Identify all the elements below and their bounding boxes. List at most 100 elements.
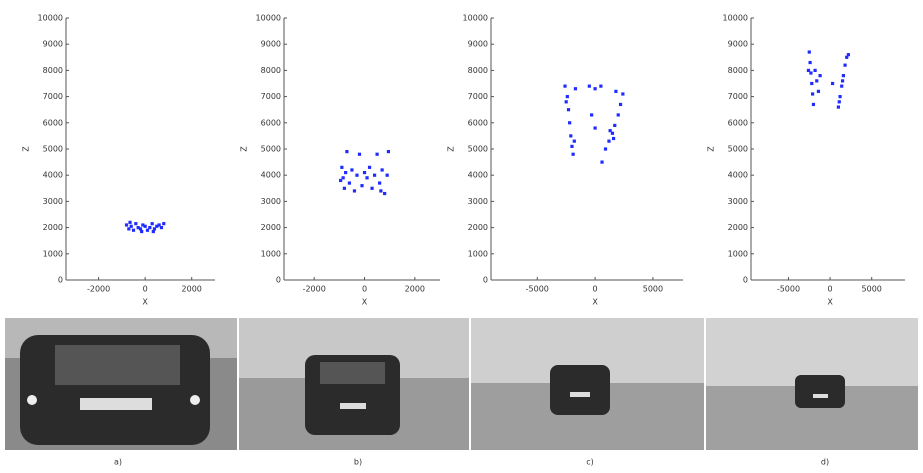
- y-tick-label: 0: [743, 276, 748, 285]
- point: [807, 69, 810, 72]
- point: [570, 145, 573, 148]
- point: [360, 184, 363, 187]
- point: [350, 168, 353, 171]
- y-tick-label: 9000: [468, 40, 488, 49]
- y-tick-label: 2000: [468, 223, 488, 232]
- y-tick-label: 6000: [728, 118, 748, 127]
- point: [152, 230, 155, 233]
- point: [563, 85, 566, 88]
- y-axis-label: Z: [22, 146, 31, 152]
- point: [573, 140, 576, 143]
- point: [358, 153, 361, 156]
- point: [840, 85, 843, 88]
- x-axis-label: X: [592, 298, 598, 307]
- point: [815, 79, 818, 82]
- y-tick-label: 1000: [468, 249, 488, 258]
- point: [808, 50, 811, 53]
- y-tick-label: 10000: [463, 14, 488, 23]
- x-tick-label: 0: [593, 285, 598, 294]
- point: [355, 174, 358, 177]
- point: [568, 121, 571, 124]
- point: [353, 189, 356, 192]
- point: [373, 174, 376, 177]
- y-tick-label: 7000: [43, 92, 63, 101]
- y-tick-label: 3000: [43, 197, 63, 206]
- point: [363, 171, 366, 174]
- y-tick-label: 3000: [728, 197, 748, 206]
- x-axis-label: X: [142, 298, 148, 307]
- point: [838, 95, 841, 98]
- y-tick-label: 2000: [728, 223, 748, 232]
- point: [344, 171, 347, 174]
- y-tick-label: 5000: [43, 145, 63, 154]
- y-tick-label: 6000: [43, 118, 63, 127]
- y-tick-label: 4000: [728, 171, 748, 180]
- y-axis-label: Z: [707, 146, 716, 152]
- point: [812, 103, 815, 106]
- y-tick-label: 10000: [723, 14, 748, 23]
- x-tick-label: -5000: [526, 285, 549, 294]
- x-tick-label: 2000: [182, 285, 202, 294]
- point: [340, 166, 343, 169]
- point: [810, 82, 813, 85]
- y-tick-label: 7000: [468, 92, 488, 101]
- y-tick-label: 7000: [728, 92, 748, 101]
- y-tick-label: 9000: [43, 40, 63, 49]
- point: [613, 124, 616, 127]
- y-tick-label: 4000: [261, 171, 281, 180]
- y-tick-label: 3000: [261, 197, 281, 206]
- point: [348, 181, 351, 184]
- y-tick-label: 5000: [468, 145, 488, 154]
- point: [565, 100, 568, 103]
- point: [383, 192, 386, 195]
- point: [343, 187, 346, 190]
- point: [130, 225, 133, 228]
- y-tick-label: 5000: [261, 145, 281, 154]
- photo-d: [706, 318, 918, 450]
- point: [614, 90, 617, 93]
- y-axis-label: Z: [240, 146, 249, 152]
- point: [566, 95, 569, 98]
- y-tick-label: 8000: [261, 66, 281, 75]
- photo-b: [239, 318, 469, 450]
- x-tick-label: -2000: [87, 285, 110, 294]
- point: [132, 229, 135, 232]
- point: [368, 166, 371, 169]
- y-tick-label: 8000: [728, 66, 748, 75]
- y-tick-label: 8000: [43, 66, 63, 75]
- point: [607, 140, 610, 143]
- y-tick-label: 8000: [468, 66, 488, 75]
- point: [567, 108, 570, 111]
- y-tick-label: 3000: [468, 197, 488, 206]
- y-tick-label: 0: [276, 276, 281, 285]
- y-tick-label: 10000: [256, 14, 281, 23]
- point: [841, 79, 844, 82]
- photo-c: [471, 318, 704, 450]
- figure: 0 1000 2000 3000 4000 5000 6000 7000 8000 9000 100…: [0, 0, 923, 473]
- point: [842, 74, 845, 77]
- panel-caption: d): [821, 458, 829, 467]
- x-tick-label: 2000: [405, 285, 425, 294]
- y-tick-label: 1000: [728, 249, 748, 258]
- point: [379, 189, 382, 192]
- y-tick-label: 4000: [43, 171, 63, 180]
- y-tick-label: 5000: [728, 145, 748, 154]
- point: [345, 150, 348, 153]
- photos: [5, 318, 918, 450]
- point: [574, 87, 577, 90]
- point: [838, 100, 841, 103]
- x-tick-label: 5000: [862, 285, 882, 294]
- x-tick-label: 0: [143, 285, 148, 294]
- point: [813, 69, 816, 72]
- x-tick-label: -2000: [303, 285, 326, 294]
- point: [134, 222, 137, 225]
- x-tick-label: 0: [362, 285, 367, 294]
- x-axis-label: X: [362, 298, 368, 307]
- y-tick-label: 2000: [43, 223, 63, 232]
- point: [604, 147, 607, 150]
- y-tick-label: 7000: [261, 92, 281, 101]
- x-tick-label: 5000: [643, 285, 663, 294]
- y-tick-label: 0: [483, 276, 488, 285]
- point: [588, 85, 591, 88]
- y-tick-label: 10000: [38, 14, 63, 23]
